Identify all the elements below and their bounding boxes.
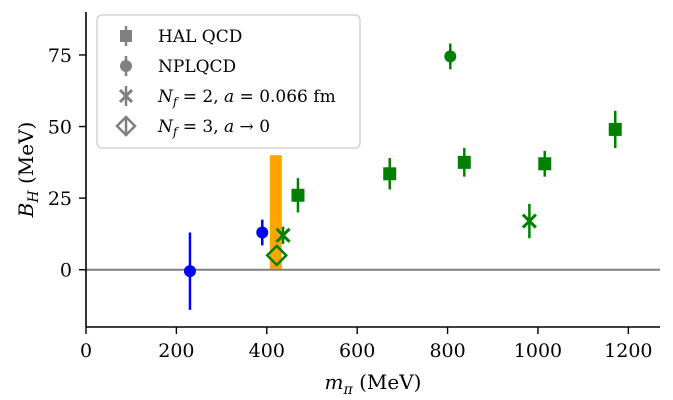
legend-marker-circle bbox=[120, 60, 132, 72]
legend-marker-x bbox=[118, 88, 134, 104]
y-tick-label-2: 50 bbox=[48, 117, 72, 139]
data-point-circle-2-1 bbox=[256, 226, 269, 239]
x-tick-label-5: 1000 bbox=[514, 340, 562, 362]
plot-area bbox=[86, 43, 660, 310]
data-point-diamond-4-0 bbox=[265, 244, 288, 267]
data-point-circle-1-0 bbox=[444, 50, 457, 63]
x-tick-label-1: 200 bbox=[158, 340, 194, 362]
y-axis-title: BH (MeV) bbox=[14, 122, 42, 219]
y-tick-label-0: 0 bbox=[60, 260, 72, 282]
legend: HAL QCD NPLQCD Nf = 2, a = 0.066 fm Nf = 3,… bbox=[96, 14, 361, 149]
legend-marker-square bbox=[120, 30, 132, 42]
y-tick-label-1: 25 bbox=[48, 188, 72, 210]
x-tick-label-6: 1200 bbox=[604, 340, 652, 362]
x-tick-label-4: 800 bbox=[429, 340, 465, 362]
legend-label-3: Nf = 3, a → 0 bbox=[157, 117, 270, 139]
data-point-square-0-0 bbox=[291, 188, 305, 202]
legend-label-1: NPLQCD bbox=[158, 57, 236, 77]
data-point-square-0-2 bbox=[457, 155, 471, 169]
x-axis-title: mπ (MeV) bbox=[325, 370, 422, 395]
data-point-x-3-0 bbox=[275, 227, 291, 243]
data-point-circle-2-0 bbox=[183, 265, 196, 278]
x-tick-label-3: 600 bbox=[339, 340, 375, 362]
data-point-square-0-3 bbox=[538, 157, 552, 171]
data-point-square-0-4 bbox=[608, 122, 622, 136]
legend-box bbox=[96, 14, 361, 149]
y-tick-label-3: 75 bbox=[48, 45, 72, 67]
legend-label-2: Nf = 2, a = 0.066 fm bbox=[157, 87, 336, 109]
data-point-x-3-1 bbox=[521, 213, 537, 229]
legend-label-0: HAL QCD bbox=[158, 27, 242, 47]
x-tick-label-2: 400 bbox=[249, 340, 285, 362]
x-tick-label-0: 0 bbox=[80, 340, 92, 362]
axes: 0 200 400 600 800 1000 1200 0 25 50 75 mπ (MeV) BH (… bbox=[14, 12, 660, 398]
legend-marker-diamond bbox=[115, 115, 137, 137]
data-point-square-0-1 bbox=[383, 167, 397, 181]
